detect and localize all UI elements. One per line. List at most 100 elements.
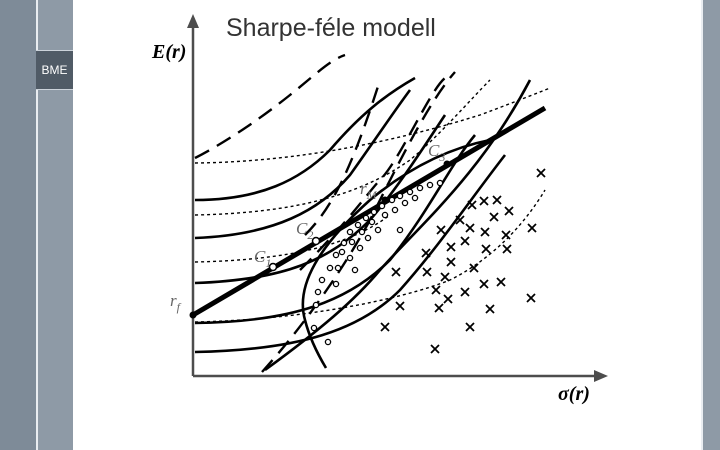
dotted-curve [194, 79, 491, 216]
portfolio-point [318, 276, 326, 284]
portfolio-point [332, 251, 340, 259]
portfolio-point [368, 218, 376, 226]
security-mark [481, 244, 491, 254]
portfolio-point [326, 264, 334, 272]
portfolio-point [388, 196, 396, 204]
y-axis-label: E(r) [151, 41, 186, 63]
portfolio-point [406, 188, 414, 196]
c1-point [268, 262, 278, 272]
portfolio-point [436, 179, 444, 187]
right-divider [701, 0, 703, 450]
dotted-curve [194, 87, 551, 164]
security-mark [460, 236, 470, 246]
c3-point [443, 160, 451, 168]
portfolio-point [356, 244, 364, 252]
y-axis-arrowhead [187, 14, 199, 28]
portfolio-point [391, 206, 399, 214]
portfolio-point [338, 248, 346, 256]
security-mark [421, 248, 431, 258]
indifference-curves-solid [194, 76, 532, 372]
tangency-points [189, 160, 451, 319]
portfolio-point [346, 228, 354, 236]
bme-badge: BME [36, 50, 73, 90]
security-mark [380, 322, 390, 332]
indifference-curve [194, 89, 412, 240]
security-mark [469, 263, 479, 273]
security-mark [501, 230, 511, 240]
security-mark [434, 303, 444, 313]
portfolio-point [364, 234, 372, 242]
axes [191, 22, 600, 378]
portfolio-point [351, 266, 359, 274]
security-mark [467, 200, 477, 210]
security-mark [446, 242, 456, 252]
portfolio-point [348, 238, 356, 246]
security-mark [479, 279, 489, 289]
security-mark [465, 322, 475, 332]
security-mark [485, 304, 495, 314]
portfolio-point [374, 226, 382, 234]
portfolio-point [396, 192, 404, 200]
sidebar-divider [36, 0, 38, 450]
security-mark [492, 195, 502, 205]
security-mark [431, 285, 441, 295]
security-mark [504, 206, 514, 216]
portfolio-point [378, 202, 386, 210]
right-sidebar [703, 0, 720, 450]
slide-title: Sharpe-féle modell [226, 14, 436, 42]
security-mark [536, 168, 546, 178]
security-mark [526, 293, 536, 303]
portfolio-point [381, 211, 389, 219]
security-mark [465, 223, 475, 233]
rf-point [189, 311, 197, 319]
portfolio-point [396, 226, 404, 234]
indifference-curve [194, 76, 416, 202]
dotted-curves [194, 79, 551, 323]
c1-label: C1 [254, 247, 271, 270]
security-mark [440, 272, 450, 282]
security-mark [395, 301, 405, 311]
security-mark [496, 277, 506, 287]
security-mark [527, 223, 537, 233]
portfolio-point [324, 338, 332, 346]
portfolio-point [358, 228, 366, 236]
dashed-curve [304, 79, 382, 236]
left-sidebar [0, 0, 36, 450]
portfolio-point [346, 254, 354, 262]
dashed-curve [194, 53, 346, 160]
market-portfolio-circles [310, 179, 444, 346]
portfolio-point [340, 239, 348, 247]
c2-label: C2 [296, 219, 313, 242]
security-mark [479, 196, 489, 206]
security-mark [455, 215, 465, 225]
portfolio-point [332, 280, 340, 288]
c2-point [311, 236, 321, 246]
x-axis-label: σ(r) [558, 383, 590, 405]
security-mark [422, 267, 432, 277]
portfolio-point [401, 199, 409, 207]
portfolio-point [314, 288, 322, 296]
security-mark [443, 294, 453, 304]
rf-label: rf [170, 291, 182, 314]
portfolio-point [416, 184, 424, 192]
individual-securities [380, 168, 546, 354]
security-mark [391, 267, 401, 277]
c3-label: C3 [428, 141, 445, 164]
portfolio-point [411, 194, 419, 202]
x-axis-arrowhead [594, 370, 608, 382]
rm-label: rM [360, 179, 378, 202]
indifference-curve [264, 79, 532, 372]
security-mark [430, 344, 440, 354]
portfolio-point [362, 214, 370, 222]
security-mark [480, 227, 490, 237]
indifference-curve [194, 154, 507, 354]
portfolio-point [312, 301, 320, 309]
security-mark [460, 287, 470, 297]
rm-point [381, 196, 389, 204]
security-mark [502, 244, 512, 254]
portfolio-point [370, 208, 378, 216]
security-mark [436, 225, 446, 235]
security-mark [446, 257, 456, 267]
portfolio-point [426, 181, 434, 189]
